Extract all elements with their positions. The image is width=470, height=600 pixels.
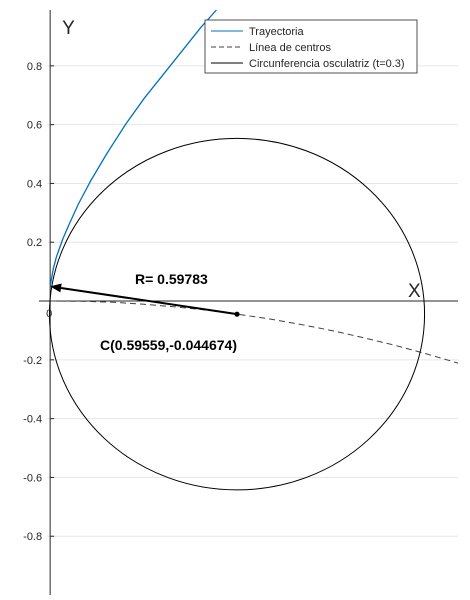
y-tick-label: -0.2 [23,355,42,367]
radius-arrow [60,286,238,316]
y-tick-label: -0.6 [23,472,42,484]
radius-arrowhead [50,283,62,293]
y-axis-label: Y [62,18,75,39]
legend-label: Trayectoria [249,26,304,38]
x-axis-label: X [408,281,421,302]
y-tick-label: 0.6 [27,120,42,132]
grid-layer [47,65,458,537]
osculating-circle [48,137,426,491]
y-tick-label: 0.2 [27,237,42,249]
legend-box [204,19,418,74]
origin-label: 0 [46,308,52,320]
y-tick-label: -0.8 [23,531,42,543]
center-point [234,311,240,317]
y-tick-label: 0.8 [27,61,42,73]
y-tick-label: -0.4 [23,414,42,426]
series-layer [48,9,459,491]
linea-de-centros-line [50,300,459,364]
legend-items: Trayectoria Línea de centros Circunferenci… [211,26,405,70]
legend-label: Circunferencia osculatriz (t=0.3) [249,58,405,70]
radius-label: R= 0.59783 [135,271,208,287]
trayectoria-line [49,9,217,287]
y-tick-layer: -0.8 -0.6 -0.4 -0.2 0.2 0.4 0.6 0.8 [23,61,55,543]
legend: Trayectoria Línea de centros Circunferenci… [204,19,418,74]
y-tick-label: 0.4 [27,178,42,190]
center-label: C(0.59559,-0.044674) [100,337,237,353]
legend-label: Línea de centros [249,42,331,54]
annotation-layer: R= 0.59783 C(0.59559,-0.044674) [50,271,240,353]
